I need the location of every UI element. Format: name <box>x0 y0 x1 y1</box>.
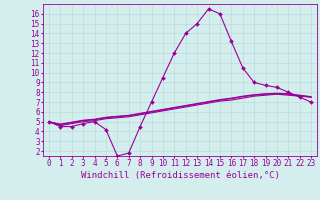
X-axis label: Windchill (Refroidissement éolien,°C): Windchill (Refroidissement éolien,°C) <box>81 171 279 180</box>
